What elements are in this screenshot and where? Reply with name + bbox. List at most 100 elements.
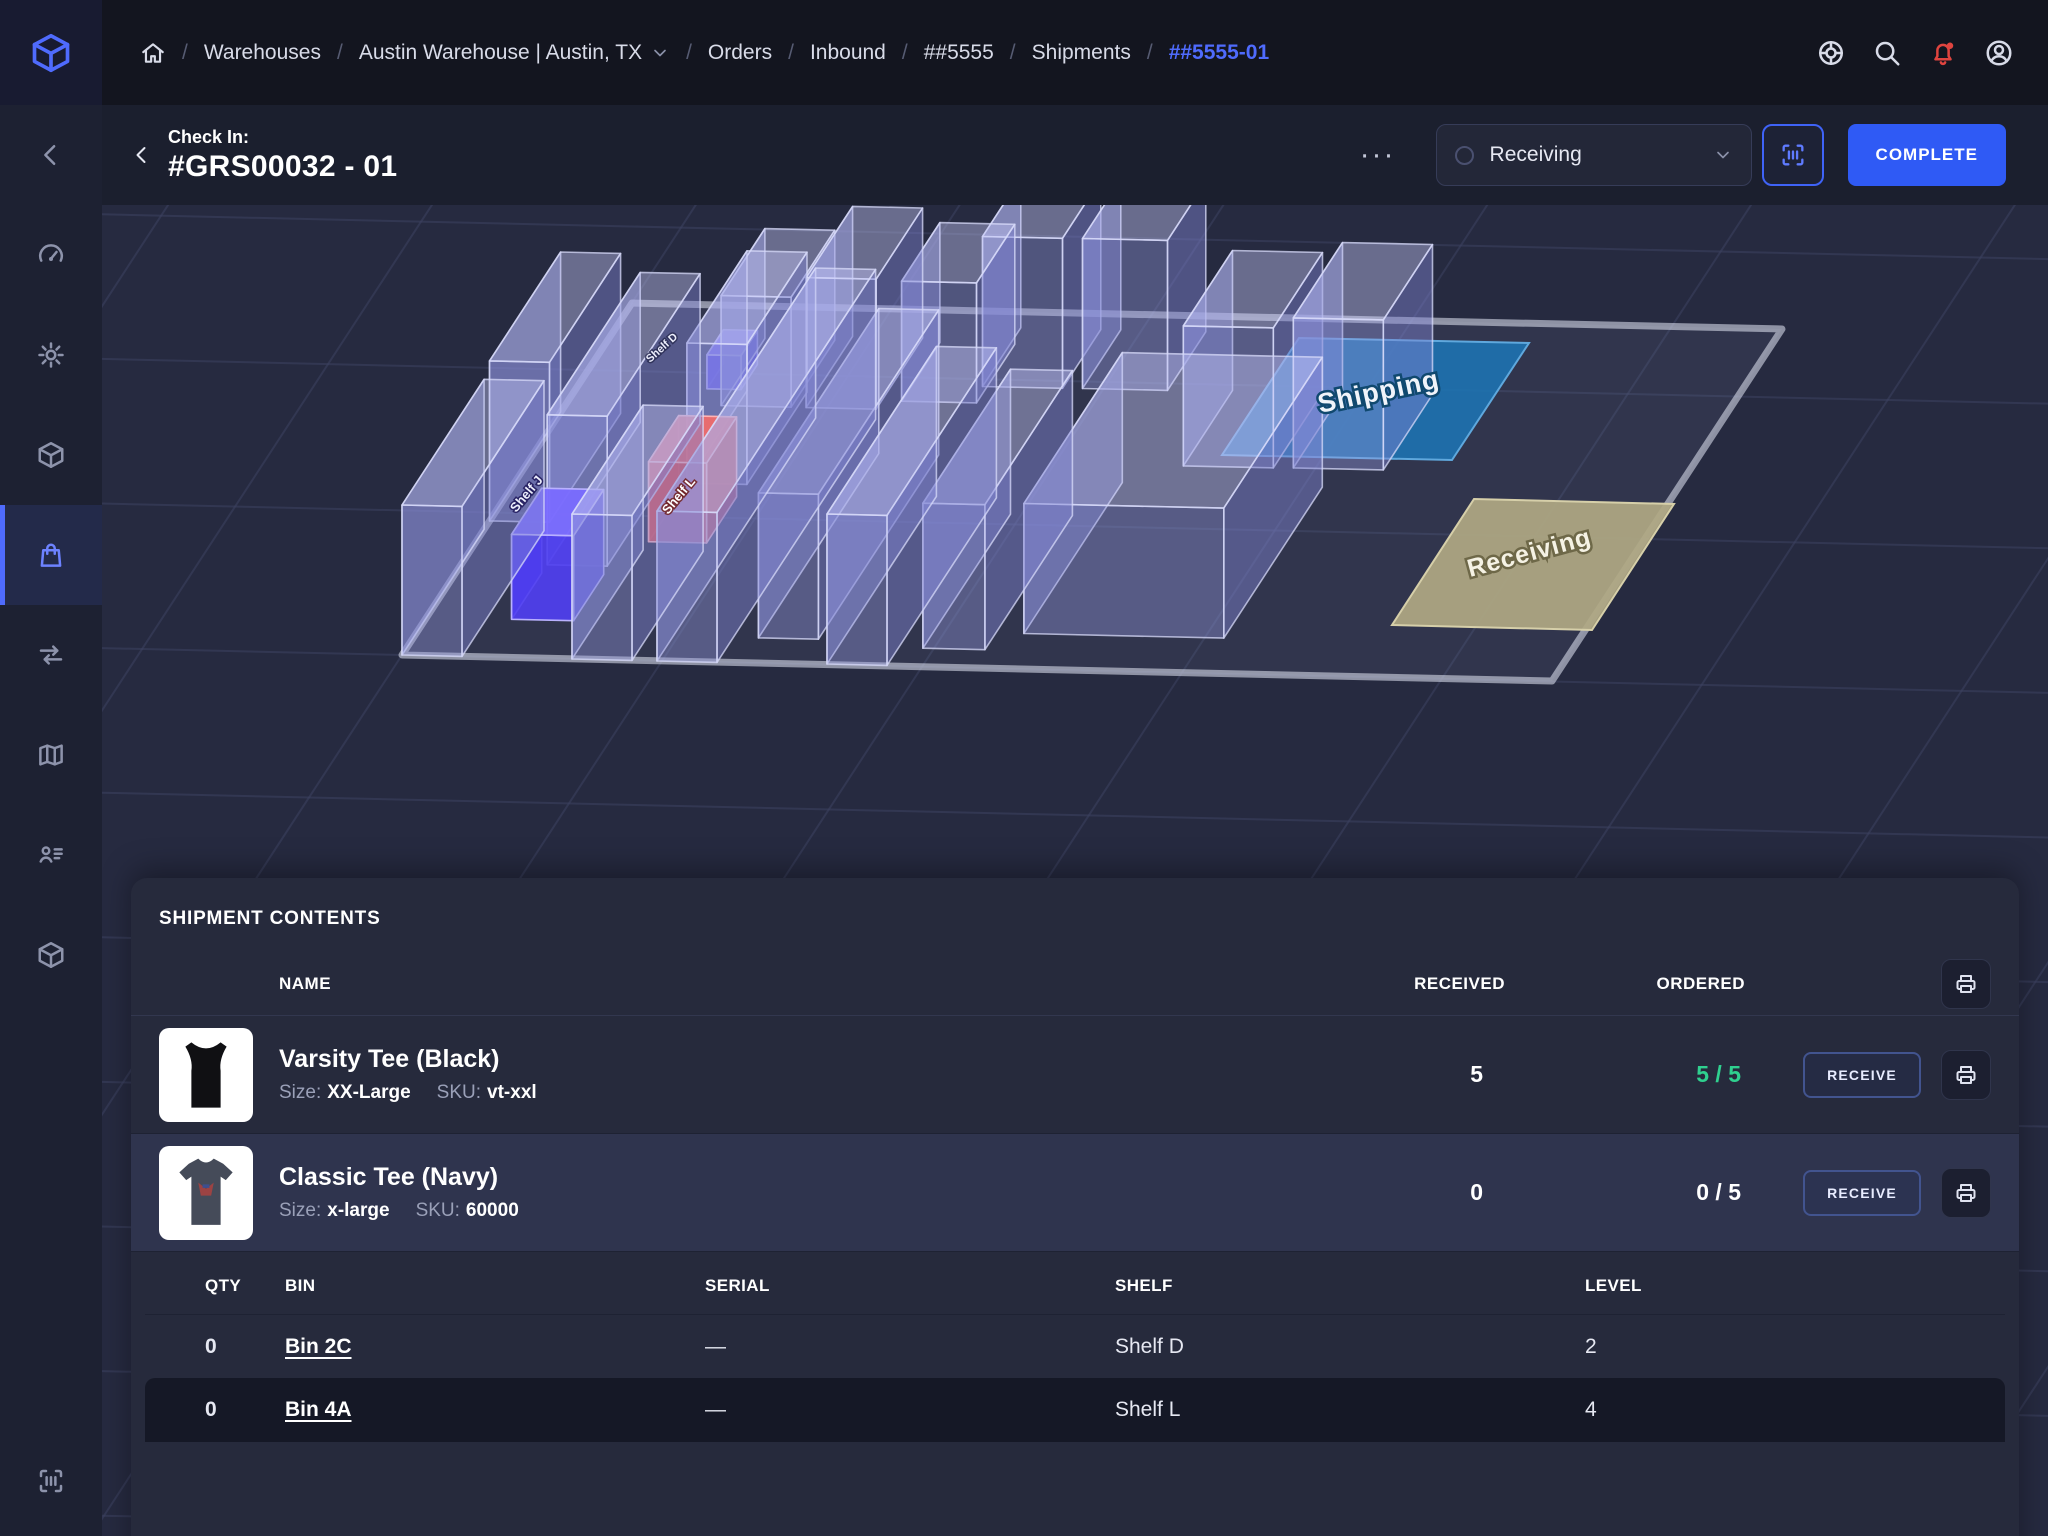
breadcrumb-inbound[interactable]: Inbound bbox=[809, 40, 886, 64]
received-count: 5 bbox=[1470, 1061, 1483, 1087]
item-info: Classic Tee (Navy) Size: x-large SKU: 60000 bbox=[279, 1163, 1361, 1222]
col-header-ordered: ORDERED bbox=[1656, 973, 1745, 993]
barcode-scan-icon bbox=[1782, 144, 1804, 166]
bin-row-4a[interactable]: 0 Bin 4A — Shelf L 4 bbox=[145, 1378, 2005, 1442]
bin-level: 2 bbox=[1585, 1334, 1597, 1358]
printer-icon bbox=[1956, 974, 1976, 993]
breadcrumb-shipment-current[interactable]: ##5555-01 bbox=[1168, 40, 1270, 64]
status-select-value: Receiving bbox=[1489, 143, 1582, 166]
item-name: Varsity Tee (Black) bbox=[279, 1045, 500, 1073]
sidebar-item-contacts[interactable] bbox=[0, 805, 102, 905]
breadcrumb-separator: / bbox=[182, 40, 188, 64]
print-item-button[interactable] bbox=[1941, 1049, 1991, 1100]
print-item-button[interactable] bbox=[1941, 1167, 1991, 1218]
sidebar-item-inventory[interactable] bbox=[0, 405, 102, 505]
panel-title: SHIPMENT CONTENTS bbox=[159, 908, 381, 929]
sidebar-item-products[interactable] bbox=[0, 905, 102, 1005]
print-all-button[interactable] bbox=[1941, 958, 1991, 1009]
sidebar-item-map[interactable] bbox=[0, 705, 102, 805]
breadcrumb-separator: / bbox=[1146, 40, 1153, 64]
complete-button[interactable]: COMPLETE bbox=[1847, 124, 2006, 186]
bin-link-2c[interactable]: Bin 2C bbox=[285, 1334, 352, 1358]
bin-shelf: Shelf L bbox=[1115, 1398, 1181, 1421]
check-in-kicker: Check In: bbox=[168, 126, 250, 147]
collapse-chevron-icon bbox=[44, 145, 56, 165]
shipment-row-varsity-tee[interactable]: Varsity Tee (Black) Size: XX-Large SKU: vt-… bbox=[131, 1016, 2019, 1134]
status-dot bbox=[1454, 145, 1474, 165]
bin-row-2c[interactable]: 0 Bin 2C — Shelf D 2 bbox=[145, 1314, 2005, 1378]
breadcrumb: / Warehouses / Austin Warehouse | Austin… bbox=[102, 40, 1269, 66]
page-header: Check In: #GRS00032 - 01 ··· Receiving C… bbox=[102, 105, 2048, 205]
home-icon[interactable] bbox=[140, 40, 166, 66]
col-header-level: LEVEL bbox=[1585, 1276, 1642, 1295]
sidebar-item-dashboard[interactable] bbox=[0, 205, 102, 305]
products-cube-icon bbox=[38, 942, 64, 968]
app-logo[interactable] bbox=[0, 0, 102, 105]
contacts-icon bbox=[39, 846, 63, 863]
warehouse-3d-viewport[interactable]: Shipping Receiving Shelf D Shelf J Shelf… bbox=[102, 205, 2048, 1536]
breadcrumb-warehouse-selector[interactable]: Austin Warehouse | Austin, TX bbox=[359, 41, 670, 65]
printer-icon bbox=[1956, 1183, 1976, 1202]
status-select[interactable]: Receiving bbox=[1435, 124, 1752, 186]
page-title: #GRS00032 - 01 bbox=[168, 149, 398, 183]
back-button[interactable] bbox=[120, 133, 164, 177]
breadcrumb-separator: / bbox=[788, 40, 794, 64]
col-header-name: NAME bbox=[279, 973, 332, 993]
receive-button[interactable]: RECEIVE bbox=[1803, 1169, 1921, 1216]
col-header-received: RECEIVED bbox=[1414, 973, 1505, 993]
shipment-row-classic-tee[interactable]: Classic Tee (Navy) Size: x-large SKU: 60000… bbox=[131, 1134, 2019, 1252]
item-name: Classic Tee (Navy) bbox=[279, 1163, 499, 1191]
breadcrumb-warehouse-label: Austin Warehouse | Austin, TX bbox=[358, 40, 643, 64]
bin-detail-header: QTY BIN SERIAL SHELF LEVEL bbox=[145, 1258, 2005, 1314]
sidebar-item-orders[interactable] bbox=[0, 505, 102, 605]
bin-level: 4 bbox=[1585, 1398, 1597, 1421]
header-scan-button[interactable] bbox=[1761, 124, 1824, 186]
receiving-zone[interactable] bbox=[1390, 497, 1676, 632]
shipment-table-header: NAME RECEIVED ORDERED bbox=[131, 952, 2019, 1016]
orders-bag-icon bbox=[40, 543, 62, 567]
inventory-cube-icon bbox=[38, 442, 64, 468]
receive-button[interactable]: RECEIVE bbox=[1803, 1051, 1921, 1098]
breadcrumb-order-number[interactable]: ##5555 bbox=[923, 40, 994, 64]
sidebar bbox=[0, 105, 102, 1536]
item-meta: Size: XX-Large SKU: vt-xxl bbox=[279, 1082, 537, 1103]
topbar-actions bbox=[1816, 38, 2048, 68]
breadcrumb-separator: / bbox=[901, 40, 908, 64]
breadcrumb-separator: / bbox=[336, 40, 343, 64]
transfers-swap-icon bbox=[39, 645, 63, 665]
cube-logo-icon bbox=[32, 33, 70, 72]
breadcrumb-separator: / bbox=[686, 40, 692, 64]
settings-gear-icon bbox=[38, 342, 64, 368]
title-block: Check In: #GRS00032 - 01 bbox=[168, 127, 397, 184]
item-info: Varsity Tee (Black) Size: XX-Large SKU: vt-… bbox=[279, 1045, 1361, 1104]
sidebar-collapse-button[interactable] bbox=[0, 105, 102, 205]
top-bar: / Warehouses / Austin Warehouse | Austin… bbox=[0, 0, 2048, 105]
item-thumbnail bbox=[159, 1145, 253, 1240]
bin-shelf: Shelf D bbox=[1115, 1334, 1184, 1358]
received-count: 0 bbox=[1470, 1179, 1483, 1205]
shelf-boxes bbox=[401, 205, 1434, 667]
search-icon[interactable] bbox=[1872, 38, 1902, 68]
col-header-serial: SERIAL bbox=[705, 1276, 770, 1295]
printer-icon bbox=[1956, 1065, 1976, 1084]
sidebar-item-settings[interactable] bbox=[0, 305, 102, 405]
breadcrumb-orders[interactable]: Orders bbox=[707, 40, 773, 64]
bin-serial: — bbox=[705, 1334, 726, 1358]
bin-qty: 0 bbox=[205, 1398, 217, 1421]
ordered-count: 0 / 5 bbox=[1696, 1179, 1741, 1205]
notifications-bell-icon[interactable] bbox=[1928, 38, 1958, 68]
bin-link-4a[interactable]: Bin 4A bbox=[285, 1398, 352, 1421]
breadcrumb-warehouses[interactable]: Warehouses bbox=[203, 40, 321, 64]
sidebar-item-transfers[interactable] bbox=[0, 605, 102, 705]
black-tee-image bbox=[185, 1041, 227, 1108]
chevron-down-icon bbox=[1716, 151, 1729, 159]
more-options-button[interactable]: ··· bbox=[1359, 138, 1396, 171]
dashboard-gauge-icon bbox=[39, 244, 63, 262]
breadcrumb-shipments[interactable]: Shipments bbox=[1031, 40, 1131, 64]
sidebar-scan-button[interactable] bbox=[0, 1446, 102, 1516]
bin-detail-table: QTY BIN SERIAL SHELF LEVEL 0 Bin 2C — Sh… bbox=[131, 1252, 2019, 1442]
chevron-down-icon bbox=[654, 49, 666, 56]
account-icon[interactable] bbox=[1984, 38, 2014, 68]
bin-qty: 0 bbox=[205, 1334, 217, 1358]
support-icon[interactable] bbox=[1816, 38, 1846, 68]
